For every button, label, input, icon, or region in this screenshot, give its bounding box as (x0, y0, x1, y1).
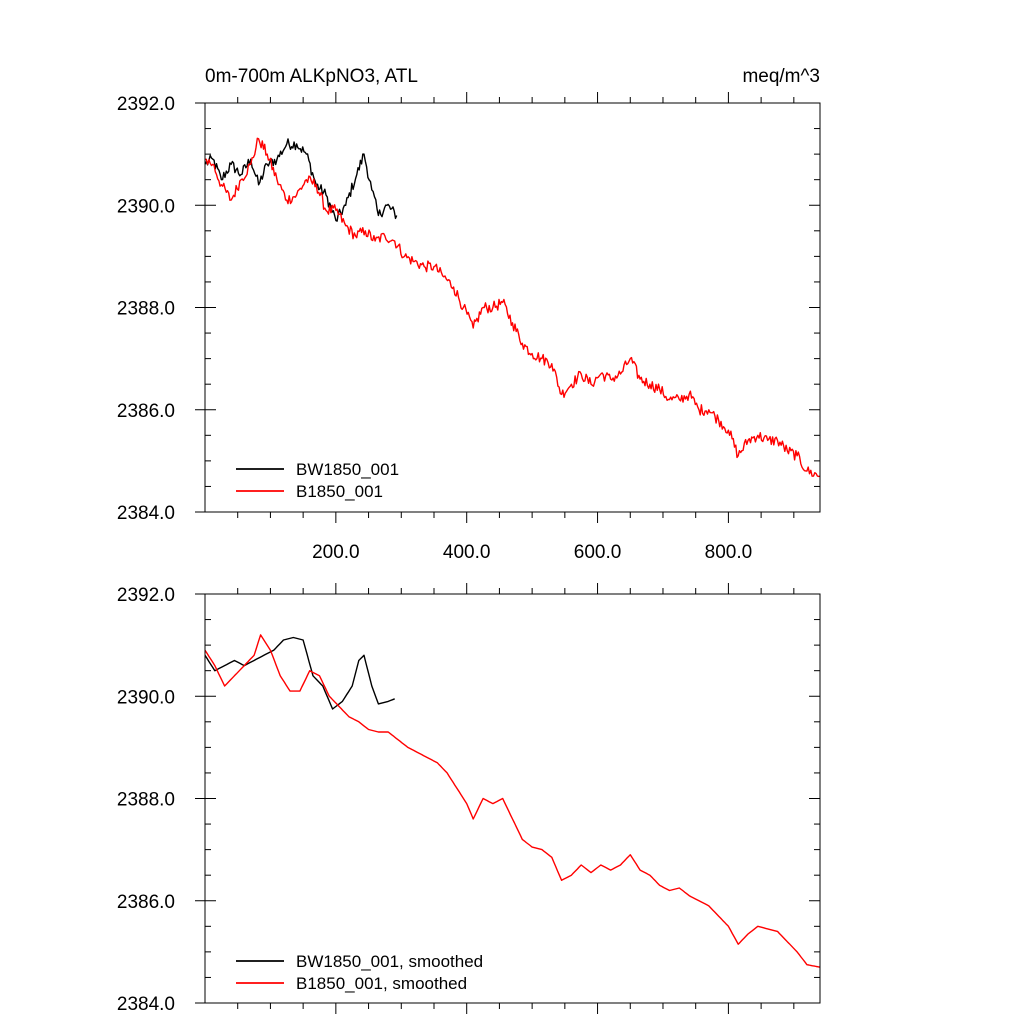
y-tick-label: 2392.0 (117, 585, 175, 606)
legend-label-bw1850-smoothed: BW1850_001, smoothed (296, 952, 483, 971)
axes: 2384.0 2386.0 2388.0 2390.0 2392.0 (117, 583, 821, 1015)
x-tick-label: 400.0 (443, 542, 491, 563)
top-panel: 0m-700m ALKpNO3, ATL meq/m^3 200.0 400.0 6… (117, 66, 821, 563)
units-label: meq/m^3 (742, 66, 820, 87)
series-lines (204, 137, 821, 478)
y-tick-label: 2390.0 (117, 687, 175, 708)
legend-label-bw1850: BW1850_001 (296, 460, 399, 479)
chart-title: 0m-700m ALKpNO3, ATL (205, 66, 418, 87)
y-tick-label: 2388.0 (117, 299, 175, 320)
y-tick-label: 2388.0 (117, 790, 175, 811)
bottom-panel: 2384.0 2386.0 2388.0 2390.0 2392.0 BW1850_00… (117, 583, 821, 1015)
axes: 200.0 400.0 600.0 800.0 2384.0 2386.0 2388.0 23… (117, 92, 821, 563)
series-line-bw1850 (204, 138, 398, 222)
y-tick-label: 2384.0 (117, 503, 175, 524)
x-tick-label: 600.0 (574, 542, 622, 563)
legend-label-b1850-smoothed: B1850_001, smoothed (296, 974, 467, 993)
series-line-b1850 (204, 634, 821, 968)
plot-frame (204, 593, 821, 1004)
legend: BW1850_001 B1850_001 (236, 460, 399, 501)
y-tick-label: 2386.0 (117, 401, 175, 422)
x-tick-label: 200.0 (312, 542, 360, 563)
x-tick-label: 800.0 (705, 542, 753, 563)
series-lines (204, 634, 821, 968)
series-line-b1850 (204, 137, 821, 478)
y-tick-label: 2392.0 (117, 94, 175, 115)
plot-frame (204, 102, 821, 513)
y-tick-label: 2386.0 (117, 892, 175, 913)
y-tick-label: 2390.0 (117, 196, 175, 217)
y-tick-label: 2384.0 (117, 994, 175, 1015)
legend-label-b1850: B1850_001 (296, 482, 383, 501)
legend: BW1850_001, smoothed B1850_001, smoothed (236, 952, 483, 993)
series-line-bw1850 (204, 636, 395, 710)
